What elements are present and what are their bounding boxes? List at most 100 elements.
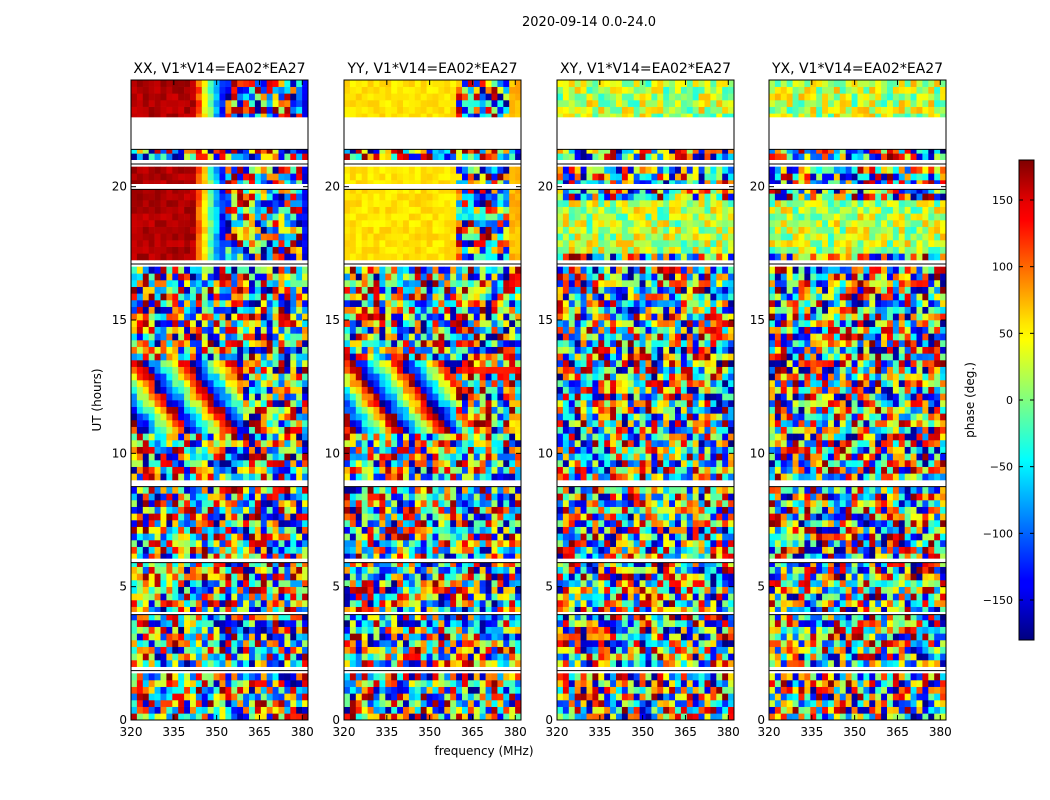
heatmap-cell <box>131 580 138 587</box>
heatmap-cell <box>243 346 250 354</box>
heatmap-cell <box>403 320 410 327</box>
heatmap-cell <box>438 460 445 467</box>
heatmap-cell <box>296 213 303 221</box>
heatmap-cell <box>213 380 220 387</box>
heatmap-cell <box>201 146 208 154</box>
heatmap-cell <box>131 360 138 367</box>
heatmap-cell <box>148 506 155 514</box>
heatmap-cell <box>367 446 374 454</box>
heatmap-cell <box>160 713 167 721</box>
heatmap-cell <box>131 680 138 687</box>
heatmap-cell <box>403 213 410 221</box>
heatmap-cell <box>207 286 214 294</box>
heatmap-cell <box>432 580 439 587</box>
heatmap-cell <box>172 473 179 481</box>
heatmap-cell <box>260 680 267 687</box>
heatmap-cell <box>397 280 404 287</box>
heatmap-cell <box>284 100 291 107</box>
heatmap-cell <box>207 306 214 314</box>
heatmap-cell <box>207 440 214 447</box>
heatmap-cell <box>225 606 232 614</box>
heatmap-cell <box>272 206 279 214</box>
heatmap-cell <box>420 413 427 421</box>
heatmap-cell <box>290 413 297 421</box>
heatmap-cell <box>207 366 214 374</box>
heatmap-cell <box>444 286 451 294</box>
heatmap-cell <box>391 533 398 541</box>
heatmap-cell <box>473 713 480 721</box>
heatmap-cell <box>148 240 155 247</box>
heatmap-cell <box>462 453 469 461</box>
heatmap-cell <box>290 100 297 107</box>
heatmap-cell <box>142 306 149 314</box>
heatmap-cell <box>260 100 267 107</box>
heatmap-cell <box>237 226 244 234</box>
heatmap-cell <box>243 493 250 501</box>
heatmap-cell <box>148 626 155 634</box>
heatmap-cell <box>462 540 469 547</box>
heatmap-cell <box>178 673 185 681</box>
heatmap-cell <box>195 693 203 701</box>
heatmap-cell <box>367 686 374 694</box>
heatmap-cell <box>379 673 386 681</box>
heatmap-cell <box>503 633 510 641</box>
heatmap-cell <box>237 433 244 441</box>
heatmap-cell <box>213 146 220 154</box>
heatmap-cell <box>373 426 380 434</box>
heatmap-cell <box>403 426 410 434</box>
heatmap-cell <box>190 473 197 481</box>
heatmap-cell <box>290 573 297 581</box>
heatmap-cell <box>231 353 238 361</box>
heatmap-cell <box>456 440 463 447</box>
heatmap-cell <box>225 173 232 181</box>
heatmap-cell <box>260 300 267 307</box>
heatmap-cell <box>237 446 244 454</box>
heatmap-cell <box>254 386 262 394</box>
heatmap-cell <box>178 646 185 654</box>
heatmap-cell <box>154 180 161 187</box>
heatmap-cell <box>172 313 179 321</box>
heatmap-cell <box>509 346 516 354</box>
heatmap-cell <box>503 333 510 341</box>
heatmap-cell <box>243 680 250 687</box>
heatmap-cell <box>160 193 167 201</box>
heatmap-cell <box>166 226 173 234</box>
heatmap-cell <box>249 453 256 461</box>
heatmap-cell <box>403 353 410 361</box>
heatmap-cell <box>491 646 498 654</box>
heatmap-cell <box>361 220 368 227</box>
heatmap-cell <box>219 600 226 607</box>
x-tick-label: 335 <box>162 725 185 739</box>
heatmap-cell <box>201 213 208 221</box>
heatmap-cell <box>503 340 510 347</box>
heatmap-cell <box>385 346 392 354</box>
heatmap-cell <box>154 613 161 621</box>
heatmap-cell <box>296 686 303 694</box>
heatmap-cell <box>479 266 486 274</box>
heatmap-cell <box>497 380 504 387</box>
heatmap-cell <box>136 353 144 361</box>
heatmap-cell <box>225 386 232 394</box>
heatmap-cell <box>397 413 404 421</box>
heatmap-cell <box>391 340 398 347</box>
heatmap-cell <box>213 266 220 274</box>
heatmap-cell <box>284 653 291 661</box>
heatmap-cell <box>154 446 161 454</box>
heatmap-cell <box>373 613 380 621</box>
heatmap-cell <box>172 553 179 561</box>
heatmap-cell <box>201 306 208 314</box>
heatmap-cell <box>497 686 504 694</box>
heatmap-cell <box>432 540 439 547</box>
heatmap-cell <box>391 286 398 294</box>
heatmap-cell <box>515 220 522 227</box>
heatmap-cell <box>266 366 273 374</box>
heatmap-cell <box>154 406 161 414</box>
heatmap-cell <box>397 566 404 574</box>
heatmap-cell <box>243 513 250 521</box>
heatmap-cell <box>385 326 392 334</box>
heatmap-cell <box>491 640 498 647</box>
heatmap-cell <box>379 193 386 201</box>
heatmap-cell <box>243 113 250 121</box>
heatmap-cell <box>260 226 267 234</box>
heatmap-cell <box>296 206 303 214</box>
